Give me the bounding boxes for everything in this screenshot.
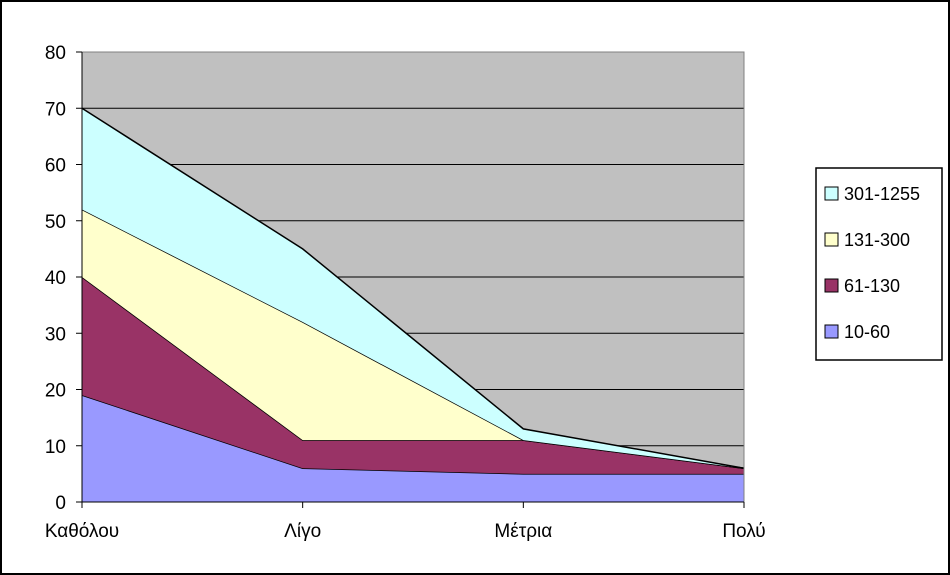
area-series-10-60 [82, 395, 744, 502]
area-series-61-130 [82, 277, 744, 474]
area-series-layer [81, 51, 745, 503]
axes: 0 10 20 30 40 50 60 70 80 Καθόλου Λίγο Μέτρια Πολύ [45, 43, 766, 542]
legend-swatch-10-60 [824, 324, 839, 339]
area-series-131-300 [82, 209, 744, 469]
y-tick-label: 50 [45, 212, 66, 233]
legend-label: 301-1255 [844, 184, 920, 204]
legend: 301-1255 131-300 61-130 10-60 [815, 167, 943, 361]
area-series-edge [81, 107, 745, 469]
y-tick-label: 30 [45, 324, 66, 345]
x-tick-label: Μέτρια [494, 521, 552, 542]
y-tick-label: 20 [45, 381, 66, 402]
x-tick-label: Λίγο [284, 521, 321, 542]
legend-label: 131-300 [844, 230, 910, 250]
legend-label: 10-60 [844, 322, 890, 342]
legend-swatch-61-130 [824, 278, 839, 293]
y-tick-label: 70 [45, 99, 66, 120]
y-tick-label: 60 [45, 156, 66, 177]
y-tick-label: 40 [45, 268, 66, 289]
y-tick-label: 10 [45, 437, 66, 458]
x-tick-label: Καθόλου [45, 521, 119, 542]
y-tick-label: 0 [55, 493, 66, 514]
legend-label: 61-130 [844, 276, 900, 296]
legend-swatch-301-1255 [824, 186, 839, 201]
x-tick-label: Πολύ [722, 521, 765, 542]
legend-swatch-131-300 [824, 232, 839, 247]
y-tick-label: 80 [45, 43, 66, 64]
